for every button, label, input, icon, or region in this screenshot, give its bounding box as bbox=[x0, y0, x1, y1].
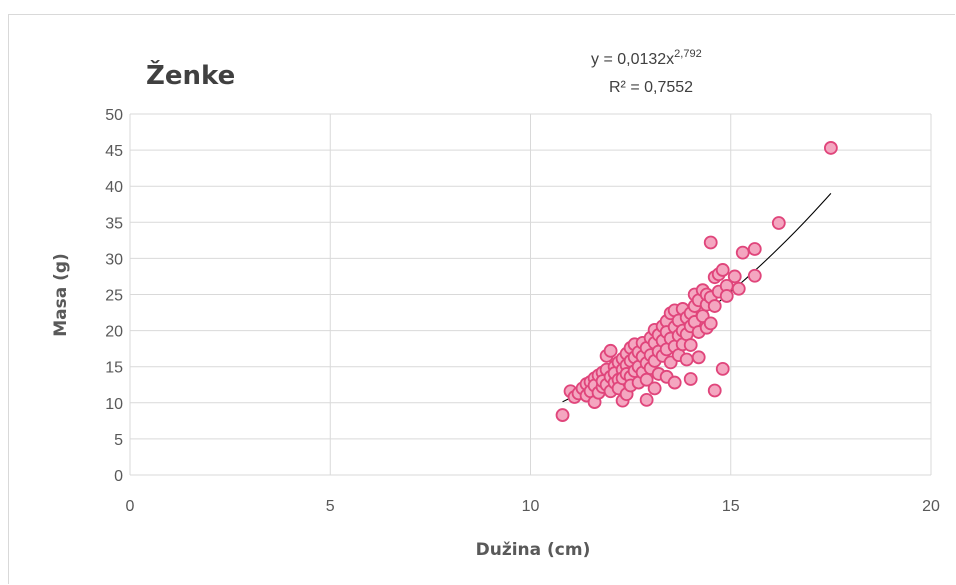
data-point bbox=[731, 281, 746, 296]
data-point bbox=[555, 408, 570, 422]
trendline-equation: y = 0,0132x2,792 bbox=[591, 48, 702, 68]
r-squared-label: R² = 0,7552 bbox=[609, 79, 693, 96]
chart-title: Ženke bbox=[146, 59, 235, 91]
x-axis-title: Dužina (cm) bbox=[476, 540, 591, 560]
data-point bbox=[735, 245, 750, 260]
data-point bbox=[639, 393, 654, 407]
data-point bbox=[691, 350, 706, 365]
y-tick-label: 5 bbox=[114, 432, 123, 449]
data-point bbox=[719, 289, 734, 303]
x-tick-label: 10 bbox=[522, 498, 540, 515]
data-point bbox=[683, 372, 698, 386]
data-point bbox=[703, 316, 718, 331]
y-tick-label: 10 bbox=[105, 396, 123, 413]
data-point bbox=[707, 299, 722, 313]
data-point bbox=[683, 338, 698, 352]
data-point bbox=[727, 269, 742, 284]
data-points bbox=[555, 141, 838, 422]
data-point bbox=[771, 216, 786, 230]
x-tick-label: 0 bbox=[126, 498, 135, 515]
data-point bbox=[715, 263, 730, 277]
tick-labels: 0 5 10 15 20 25 30 35 40 45 50 0 5 10 15 20 bbox=[105, 107, 940, 515]
data-point bbox=[823, 141, 838, 155]
y-axis-title: Masa (g) bbox=[51, 253, 71, 337]
data-point bbox=[667, 375, 682, 390]
y-tick-label: 35 bbox=[105, 215, 123, 232]
x-tick-label: 20 bbox=[922, 498, 940, 515]
data-point bbox=[747, 268, 762, 283]
chart-frame bbox=[8, 14, 955, 584]
data-point bbox=[747, 242, 762, 256]
data-point bbox=[715, 361, 730, 376]
y-tick-label: 30 bbox=[105, 251, 123, 268]
data-point bbox=[703, 235, 718, 250]
y-tick-label: 45 bbox=[105, 143, 123, 160]
data-point bbox=[647, 381, 662, 396]
equation-prefix: y = 0,0132x bbox=[591, 51, 674, 68]
y-tick-label: 40 bbox=[105, 179, 123, 196]
y-tick-label: 25 bbox=[105, 288, 123, 305]
x-tick-label: 15 bbox=[722, 498, 740, 515]
y-tick-label: 0 bbox=[114, 468, 123, 485]
x-tick-label: 5 bbox=[326, 498, 335, 515]
gridlines bbox=[129, 113, 932, 476]
data-point bbox=[603, 343, 618, 358]
data-point bbox=[679, 352, 694, 367]
equation-exponent: 2,792 bbox=[674, 48, 702, 60]
y-tick-label: 20 bbox=[105, 324, 123, 341]
y-tick-label: 50 bbox=[105, 107, 123, 124]
y-tick-label: 15 bbox=[105, 360, 123, 377]
data-point bbox=[707, 383, 722, 398]
